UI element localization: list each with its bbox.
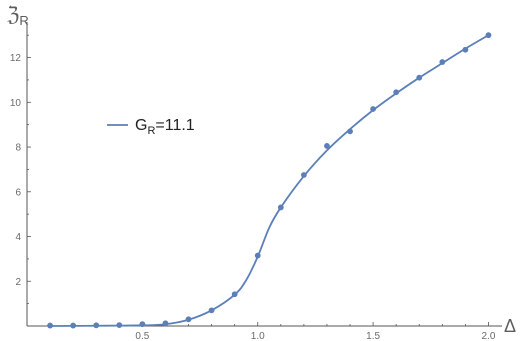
x-tick-label: 1.5 xyxy=(366,331,380,341)
axes-layer: 0.5 1.0 1.5 2.0 2 4 6 8 10 12 xyxy=(10,22,502,341)
data-point xyxy=(70,322,77,329)
series-curve xyxy=(50,34,489,327)
y-tick-label: 10 xyxy=(10,98,22,109)
x-tick-label: 1.0 xyxy=(251,331,265,341)
data-point xyxy=(208,307,215,314)
data-point xyxy=(462,46,469,53)
data-point xyxy=(277,204,284,211)
data-point xyxy=(231,291,238,298)
y-axis-title-sub: R xyxy=(19,13,28,28)
y-tick-label: 8 xyxy=(15,143,21,154)
x-axis-title: Δ xyxy=(504,316,516,336)
data-point xyxy=(254,252,261,259)
data-point xyxy=(139,321,146,328)
data-point xyxy=(162,320,169,327)
data-point xyxy=(185,316,192,323)
data-point xyxy=(93,322,100,329)
x-tick-label: 0.5 xyxy=(135,331,149,341)
y-tick-label: 2 xyxy=(15,277,21,288)
legend: GR=11.1 xyxy=(107,117,195,137)
y-axis-title-main: ℨ xyxy=(7,4,19,26)
data-point xyxy=(347,128,353,135)
curve-layer xyxy=(50,34,489,327)
y-tick-label: 12 xyxy=(10,53,22,64)
y-tick-label: 4 xyxy=(15,232,21,243)
y-tick-label: 6 xyxy=(15,187,21,198)
x-tick-label: 2.0 xyxy=(482,331,496,341)
points-layer xyxy=(47,32,492,329)
data-point xyxy=(416,74,423,81)
y-axis-title: ℨR xyxy=(7,4,29,28)
data-point xyxy=(300,172,307,178)
legend-label: GR=11.1 xyxy=(135,117,195,137)
legend-label-sub: R xyxy=(147,125,155,137)
data-point xyxy=(439,59,446,65)
data-point xyxy=(485,32,492,39)
legend-label-main: G xyxy=(135,117,147,134)
data-point xyxy=(324,143,330,149)
data-point xyxy=(393,89,400,96)
data-point xyxy=(370,106,376,112)
data-point xyxy=(47,322,53,329)
data-point xyxy=(116,322,123,329)
legend-label-rest: =11.1 xyxy=(155,117,194,134)
